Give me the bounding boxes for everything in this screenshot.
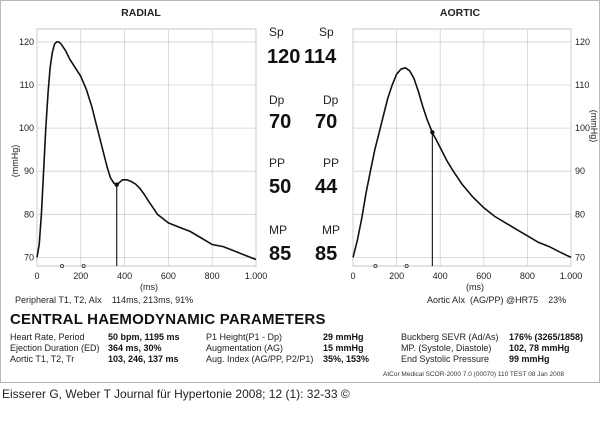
radial-plot-border <box>36 28 257 267</box>
pp-label-aortic: PP <box>323 156 340 170</box>
mp-label-radial: MP <box>269 223 287 237</box>
aortic-x-tick-label: 200 <box>389 271 404 281</box>
param-label: MP. (Systole, Diastole) <box>401 343 492 353</box>
report-frame: RADIAL (mmHg) (ms) 0 200 400 600 800 1.000 70 8… <box>0 0 600 383</box>
radial-x-tick-label: 400 <box>117 271 132 281</box>
radial-title: RADIAL <box>121 7 161 19</box>
aortic-t2-tick <box>404 263 409 268</box>
aortic-x-axis-label: (ms) <box>466 282 484 292</box>
aortic-t1-tick <box>373 263 378 268</box>
radial-x-axis-label: (ms) <box>140 282 158 292</box>
sp-label-radial: Sp <box>269 25 284 39</box>
aortic-x-tick-label: 400 <box>433 271 448 281</box>
radial-x-tick-label: 200 <box>73 271 88 281</box>
param-label: Aug. Index (AG/PP, P2/P1) <box>206 354 314 364</box>
dp-label-radial: Dp <box>269 93 285 107</box>
radial-pressure-curve <box>36 41 257 261</box>
param-value: 15 mmHg <box>323 343 364 353</box>
param-value: 99 mmHg <box>509 354 550 364</box>
radial-y-tick-label: 80 <box>24 209 34 219</box>
radial-t2-tick <box>81 263 86 268</box>
aortic-x-tick-label: 0 <box>350 271 355 281</box>
radial-y-tick-label: 110 <box>20 80 34 90</box>
aortic-x-tick-label: 600 <box>476 271 491 281</box>
radial-x-tick-label: 1.000 <box>245 271 268 281</box>
radial-t1-tick <box>59 263 64 268</box>
aortic-chart: AORTIC (mmHg) (ms) 0 200 400 600 800 1.000 70 8… <box>350 7 599 292</box>
param-value: 50 bpm, 1195 ms <box>108 332 180 342</box>
param-label: End Systolic Pressure <box>401 354 490 364</box>
aortic-y-tick-label: 100 <box>575 123 590 133</box>
radial-y-tick-label: 120 <box>19 37 34 47</box>
dp-value-radial: 70 <box>269 111 292 133</box>
citation: Eisserer G, Weber T Journal für Hyperton… <box>2 387 350 401</box>
param-label: Ejection Duration (ED) <box>10 343 100 353</box>
mp-label-aortic: MP <box>322 223 340 237</box>
param-value: 29 mmHg <box>323 332 364 342</box>
param-label: Aortic T1, T2, Tr <box>10 354 75 364</box>
radial-chart: RADIAL (mmHg) (ms) 0 200 400 600 800 1.000 70 8… <box>10 7 268 292</box>
radial-ejection-point <box>114 182 119 187</box>
param-value: 176% (3265/1858) <box>509 332 584 342</box>
radial-y-tick-label: 100 <box>19 123 34 133</box>
param-label: P1 Height(P1 - Dp) <box>206 332 283 342</box>
aortic-y-tick-label: 120 <box>575 37 590 47</box>
central-heading: CENTRAL HAEMODYNAMIC PARAMETERS <box>10 311 326 328</box>
aortic-plot-border <box>352 28 572 267</box>
param-value: 102, 78 mmHg <box>509 343 570 353</box>
aortic-title: AORTIC <box>440 7 481 19</box>
aortic-x-tick-label: 800 <box>520 271 535 281</box>
radial-x-tick-label: 600 <box>161 271 176 281</box>
pp-value-aortic: 44 <box>315 176 338 198</box>
aortic-x-tick-label: 1.000 <box>560 271 583 281</box>
dp-label-aortic: Dp <box>323 93 339 107</box>
radial-x-tick-label: 800 <box>205 271 220 281</box>
aortic-y-tick-label: 70 <box>575 252 585 262</box>
sp-value-aortic: 114 <box>304 46 337 68</box>
param-value: 35%, 153% <box>323 354 370 364</box>
param-value: 364 ms, 30% <box>108 343 162 353</box>
device-footer: AtCor Medical SCOR-2000 7.0 (00070) 110 … <box>383 371 565 378</box>
aortic-y-axis-label: (mmHg) <box>589 110 599 143</box>
radial-y-tick-label: 70 <box>24 252 34 262</box>
dp-value-aortic: 70 <box>315 111 338 133</box>
param-value: 103, 246, 137 ms <box>108 354 179 364</box>
mp-value-aortic: 85 <box>315 243 338 265</box>
aortic-y-tick-label: 90 <box>575 166 585 176</box>
radial-y-axis-label: (mmHg) <box>10 145 20 178</box>
aortic-y-tick-label: 110 <box>575 80 589 90</box>
aortic-y-tick-label: 80 <box>575 209 585 219</box>
sp-value-radial: 120 <box>267 46 301 68</box>
peripheral-annotation: Peripheral T1, T2, AIx 114ms, 213ms, 91% <box>15 295 194 305</box>
aortic-pressure-curve <box>352 66 572 259</box>
radial-x-tick-label: 0 <box>34 271 39 281</box>
param-label: Augmentation (AG) <box>206 343 284 353</box>
sp-label-aortic: Sp <box>319 25 334 39</box>
radial-y-tick-label: 90 <box>24 166 34 176</box>
aortic-annotation: Aortic AIx (AG/PP) @HR75 23% <box>427 295 567 305</box>
aortic-ejection-point <box>430 130 435 135</box>
param-label: Heart Rate, Period <box>10 332 85 342</box>
pp-value-radial: 50 <box>269 176 292 198</box>
pp-label-radial: PP <box>269 156 286 170</box>
param-label: Buckberg SEVR (Ad/As) <box>401 332 499 342</box>
mp-value-radial: 85 <box>269 243 292 265</box>
